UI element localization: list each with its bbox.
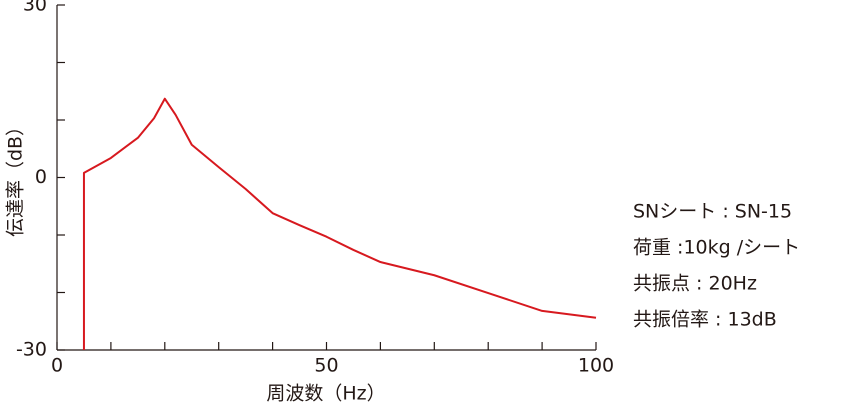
annotation: SNシート : SN-15: [633, 201, 792, 223]
x-tick-label: 0: [51, 355, 63, 377]
data-line: [82, 97, 597, 350]
y-tick-label: 0: [35, 166, 47, 188]
x-tick-label: 50: [314, 355, 338, 377]
y-tick-label: 30: [23, 0, 47, 16]
annotation: 共振点 : 20Hz: [633, 273, 757, 295]
y-axis-label: 伝達率（dB）: [5, 117, 27, 237]
annotation: 荷重 :10kg /シート: [633, 237, 800, 259]
x-tick-label: 100: [578, 355, 614, 377]
y-tick-label: -30: [16, 339, 47, 361]
x-axis-label: 周波数（Hz）: [266, 383, 385, 405]
annotation: 共振倍率 : 13dB: [633, 309, 777, 331]
